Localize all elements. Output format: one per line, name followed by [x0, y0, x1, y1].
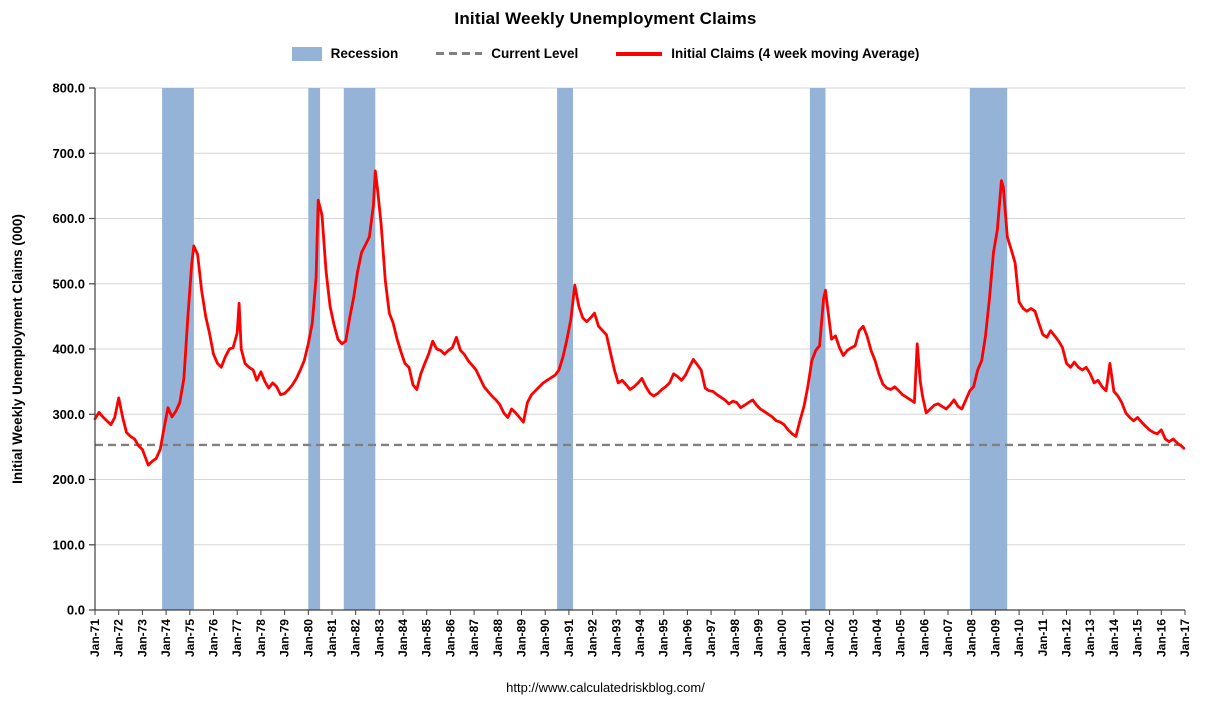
svg-text:Jan-00: Jan-00 [775, 619, 789, 657]
svg-text:Jan-83: Jan-83 [372, 619, 386, 657]
svg-text:Jan-93: Jan-93 [609, 619, 623, 657]
svg-text:Initial Weekly Unemployment Cl: Initial Weekly Unemployment Claims (000) [10, 214, 25, 484]
svg-text:600.0: 600.0 [52, 211, 85, 226]
svg-text:Jan-79: Jan-79 [278, 619, 292, 657]
svg-text:Jan-88: Jan-88 [491, 619, 505, 657]
svg-text:Jan-98: Jan-98 [728, 619, 742, 657]
svg-text:500.0: 500.0 [52, 276, 85, 291]
source-url: http://www.calculatedriskblog.com/ [506, 680, 705, 695]
svg-text:Jan-82: Jan-82 [349, 619, 363, 657]
svg-text:Jan-16: Jan-16 [1154, 619, 1168, 657]
svg-text:Jan-08: Jan-08 [965, 619, 979, 657]
svg-text:Jan-90: Jan-90 [538, 619, 552, 657]
svg-text:Jan-97: Jan-97 [704, 619, 718, 657]
svg-text:Jan-81: Jan-81 [325, 619, 339, 657]
svg-text:Jan-91: Jan-91 [562, 619, 576, 657]
svg-text:Jan-99: Jan-99 [752, 619, 766, 657]
svg-text:Jan-07: Jan-07 [941, 619, 955, 657]
legend-label-current-level: Current Level [491, 46, 579, 61]
svg-text:Jan-09: Jan-09 [988, 619, 1002, 657]
svg-text:Jan-92: Jan-92 [586, 619, 600, 657]
svg-text:Jan-03: Jan-03 [846, 619, 860, 657]
initial-claims-line-swatch [616, 51, 663, 56]
svg-text:Jan-06: Jan-06 [917, 619, 931, 657]
svg-text:Jan-15: Jan-15 [1131, 619, 1145, 657]
svg-text:Jan-05: Jan-05 [894, 619, 908, 657]
legend-item-initial-claims: Initial Claims (4 week moving Average) [616, 46, 919, 61]
legend-label-recession: Recession [330, 46, 399, 61]
svg-text:800.0: 800.0 [52, 81, 85, 96]
svg-text:Jan-12: Jan-12 [1060, 619, 1074, 657]
svg-text:Jan-01: Jan-01 [799, 619, 813, 657]
svg-text:Jan-85: Jan-85 [420, 619, 434, 657]
svg-text:Jan-17: Jan-17 [1178, 619, 1192, 657]
chart-title: Initial Weekly Unemployment Claims [454, 9, 757, 28]
svg-text:Jan-78: Jan-78 [254, 619, 268, 657]
chart-legend: Recession Current Level Initial Claims (… [0, 46, 1211, 61]
recession-band-swatch [291, 46, 322, 61]
svg-text:Jan-11: Jan-11 [1036, 619, 1050, 657]
svg-text:Jan-87: Jan-87 [467, 619, 481, 657]
svg-text:Jan-86: Jan-86 [443, 619, 457, 657]
svg-text:Jan-74: Jan-74 [159, 619, 173, 657]
svg-text:Jan-75: Jan-75 [183, 619, 197, 657]
svg-text:Jan-72: Jan-72 [112, 619, 126, 657]
legend-item-recession: Recession [291, 46, 399, 61]
svg-text:Jan-10: Jan-10 [1012, 619, 1026, 657]
svg-text:0.0: 0.0 [67, 603, 85, 618]
svg-text:Jan-96: Jan-96 [680, 619, 694, 657]
svg-text:100.0: 100.0 [52, 537, 85, 552]
svg-text:300.0: 300.0 [52, 407, 85, 422]
current-level-line-swatch [436, 52, 483, 55]
svg-text:Jan-13: Jan-13 [1083, 619, 1097, 657]
svg-text:Jan-73: Jan-73 [135, 619, 149, 657]
svg-text:700.0: 700.0 [52, 146, 85, 161]
svg-text:400.0: 400.0 [52, 342, 85, 357]
svg-text:Jan-76: Jan-76 [207, 619, 221, 657]
svg-text:Jan-94: Jan-94 [633, 619, 647, 657]
svg-text:Jan-04: Jan-04 [870, 619, 884, 657]
svg-text:Jan-71: Jan-71 [88, 619, 102, 657]
svg-text:Jan-14: Jan-14 [1107, 619, 1121, 657]
svg-text:Jan-02: Jan-02 [823, 619, 837, 657]
svg-text:200.0: 200.0 [52, 472, 85, 487]
legend-label-initial-claims: Initial Claims (4 week moving Average) [671, 46, 920, 61]
svg-text:Jan-77: Jan-77 [230, 619, 244, 657]
svg-text:Jan-95: Jan-95 [657, 619, 671, 657]
svg-text:Jan-89: Jan-89 [515, 619, 529, 657]
legend-item-current-level: Current Level [436, 46, 578, 61]
svg-text:Jan-80: Jan-80 [301, 619, 315, 657]
svg-text:Jan-84: Jan-84 [396, 619, 410, 657]
